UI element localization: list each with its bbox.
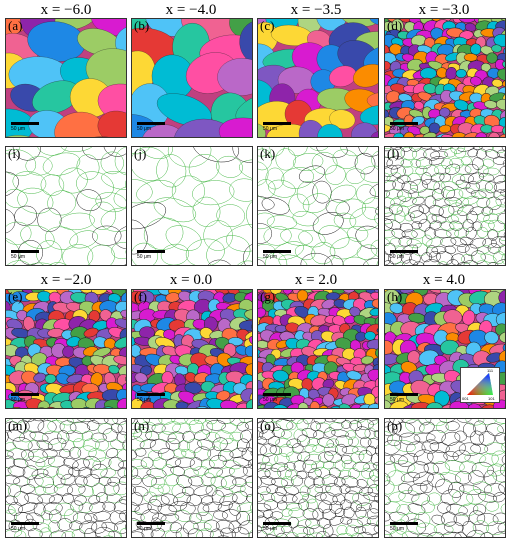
panel-label-p: (p): [387, 418, 403, 433]
scale-bar-label: 50 μm: [11, 126, 25, 132]
ipf-map-c: (c) 50 μm: [257, 18, 379, 138]
panel-label-m: (m): [8, 418, 27, 433]
scale-bar-label: 50 μm: [137, 397, 151, 403]
scale-bar: 50 μm: [263, 393, 291, 403]
title-x-2: x = 2.0: [294, 272, 338, 288]
panel-label-k: (k): [260, 146, 276, 161]
scale-bar-label: 50 μm: [390, 526, 404, 532]
boundary-map-j: (j) 50 μm: [131, 146, 253, 266]
scale-bar: 50 μm: [390, 122, 418, 132]
title-x-neg-6: x = −6.0: [40, 2, 92, 18]
scale-bar: 50 μm: [390, 393, 418, 403]
scale-bar: 50 μm: [137, 393, 165, 403]
orientation-map-texture: [5, 289, 127, 409]
grain-boundary-texture: [257, 418, 379, 538]
panel-label-l: (l): [387, 146, 400, 161]
panel-label-i: (i): [8, 146, 21, 161]
scale-bar: 50 μm: [137, 250, 165, 260]
ipf-map-b: (b) 50 μm: [131, 18, 253, 138]
panel-label-a: (a): [8, 18, 23, 33]
grain-boundary-texture: [131, 418, 253, 538]
scale-bar-label: 50 μm: [263, 397, 277, 403]
legend-label-101: 101: [488, 396, 495, 401]
scale-bar-label: 50 μm: [263, 254, 277, 260]
orientation-map-texture: [384, 18, 506, 138]
grain-boundary-texture: [384, 146, 506, 266]
boundary-map-p: (p) 50 μm: [384, 418, 506, 538]
title-x-0: x = 0.0: [169, 272, 213, 288]
scale-bar-label: 50 μm: [11, 254, 25, 260]
boundary-map-o: (o) 50 μm: [257, 418, 379, 538]
boundary-map-i: (i) 50 μm: [5, 146, 127, 266]
panel-label-h: (h): [387, 289, 403, 304]
title-x-neg-3: x = −3.0: [418, 2, 470, 18]
panel-label-o: (o): [260, 418, 276, 433]
ipf-map-e: (e) 50 μm: [5, 289, 127, 409]
scale-bar: 50 μm: [11, 122, 39, 132]
grain-boundary-texture: [5, 418, 127, 538]
scale-bar-label: 50 μm: [390, 254, 404, 260]
scale-bar: 50 μm: [137, 522, 165, 532]
scale-bar: 50 μm: [390, 250, 418, 260]
scale-bar-label: 50 μm: [137, 254, 151, 260]
scale-bar: 50 μm: [11, 250, 39, 260]
scale-bar-label: 50 μm: [137, 126, 151, 132]
scale-bar-label: 50 μm: [11, 526, 25, 532]
scale-bar-label: 50 μm: [137, 526, 151, 532]
scale-bar: 50 μm: [263, 122, 291, 132]
panel-label-n: (n): [134, 418, 150, 433]
scale-bar-label: 50 μm: [263, 526, 277, 532]
scale-bar: 50 μm: [11, 393, 39, 403]
scale-bar-label: 50 μm: [263, 126, 277, 132]
ipf-legend-triangle: [467, 373, 493, 395]
panel-label-f: (f): [134, 289, 147, 304]
panel-label-b: (b): [134, 18, 150, 33]
title-x-neg-3-5: x = −3.5: [290, 2, 342, 18]
boundary-map-n: (n) 50 μm: [131, 418, 253, 538]
ipf-map-f: (f) 50 μm: [131, 289, 253, 409]
scale-bar: 50 μm: [137, 122, 165, 132]
boundary-map-m: (m) 50 μm: [5, 418, 127, 538]
ipf-map-a: (a) 50 μm: [5, 18, 127, 138]
scale-bar-label: 50 μm: [390, 397, 404, 403]
panel-label-d: (d): [387, 18, 403, 33]
grain-boundary-texture: [384, 418, 506, 538]
title-x-4: x = 4.0: [422, 272, 466, 288]
title-x-neg-4: x = −4.0: [165, 2, 217, 18]
grain-boundary-texture: [257, 146, 379, 266]
ipf-map-d: (d) 50 μm: [384, 18, 506, 138]
boundary-map-l: (l) 50 μm: [384, 146, 506, 266]
title-x-neg-2: x = −2.0: [40, 272, 92, 288]
ipf-map-g: (g) 50 μm: [257, 289, 379, 409]
grain-boundary-texture: [131, 146, 253, 266]
scale-bar: 50 μm: [390, 522, 418, 532]
legend-label-111: 111: [487, 368, 494, 373]
orientation-map-texture: [257, 18, 379, 138]
orientation-map-texture: [131, 289, 253, 409]
panel-label-g: (g): [260, 289, 276, 304]
boundary-map-k: (k) 50 μm: [257, 146, 379, 266]
scale-bar: 50 μm: [11, 522, 39, 532]
orientation-map-texture: [131, 18, 253, 138]
orientation-map-texture: [257, 289, 379, 409]
scale-bar: 50 μm: [263, 250, 291, 260]
legend-label-001: 001: [462, 396, 469, 401]
scale-bar-label: 50 μm: [11, 397, 25, 403]
scale-bar: 50 μm: [263, 522, 291, 532]
ipf-color-legend: 001 101 111: [460, 367, 500, 403]
panel-label-c: (c): [260, 18, 275, 33]
grain-boundary-texture: [5, 146, 127, 266]
panel-label-j: (j): [134, 146, 147, 161]
scale-bar-label: 50 μm: [390, 126, 404, 132]
orientation-map-texture: [384, 289, 506, 409]
ipf-map-h: (h) 50 μm 001 101 111: [384, 289, 506, 409]
panel-label-e: (e): [8, 289, 23, 304]
orientation-map-texture: [5, 18, 127, 138]
